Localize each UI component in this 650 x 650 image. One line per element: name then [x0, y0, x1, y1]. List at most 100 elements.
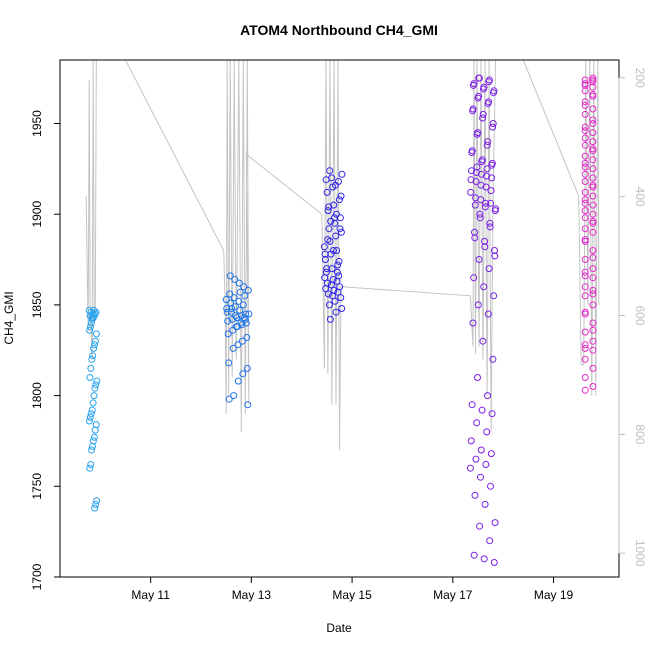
data-point: [91, 384, 99, 392]
data-point: [490, 559, 498, 566]
data-point: [243, 364, 251, 372]
data-point: [321, 256, 329, 263]
data-point: [329, 247, 337, 254]
data-point: [234, 377, 242, 385]
data-point: [324, 236, 332, 244]
right-axis: 200 400 600 800 1000: [618, 68, 647, 567]
data-point: [581, 152, 589, 160]
data-point: [482, 199, 490, 207]
data-point: [325, 301, 333, 309]
y-axis: 1700 1750 1800 1850 1900 1950: [30, 110, 60, 590]
data-point: [227, 299, 235, 307]
data-point: [321, 250, 329, 258]
data-point: [92, 421, 100, 429]
data-point: [229, 344, 237, 352]
data-point: [482, 172, 490, 180]
data-point: [476, 210, 484, 218]
data-point: [232, 312, 240, 320]
data-point: [589, 120, 597, 127]
x-axis-label: Date: [326, 621, 352, 635]
altitude-trace: [85, 59, 600, 451]
data-point: [227, 308, 235, 316]
data-point: [223, 308, 231, 316]
data-point: [93, 377, 101, 385]
y-tick-label: 1950: [30, 110, 44, 137]
data-point: [467, 188, 475, 196]
data-point: [467, 176, 475, 184]
data-point: [485, 78, 493, 86]
data-point: [86, 464, 94, 472]
right-tick-label: 600: [633, 306, 647, 326]
data-point: [92, 381, 100, 389]
data-point: [581, 236, 589, 244]
data-point: [232, 323, 240, 331]
data-point: [334, 288, 342, 296]
data-point: [337, 192, 345, 200]
data-point: [589, 383, 597, 390]
data-point: [324, 207, 332, 215]
data-point: [490, 292, 498, 300]
data-point: [581, 123, 589, 131]
data-point: [237, 319, 245, 327]
data-point: [589, 265, 597, 273]
data-point: [581, 159, 589, 167]
data-point: [492, 205, 500, 213]
data-point: [92, 330, 100, 338]
data-point: [469, 107, 477, 115]
data-point: [89, 352, 97, 360]
data-point: [589, 83, 597, 91]
data-point: [581, 308, 589, 316]
data-point: [488, 161, 496, 169]
data-point: [229, 326, 237, 334]
data-point: [328, 292, 336, 300]
data-point: [473, 419, 481, 427]
data-point: [589, 290, 597, 298]
data-point: [589, 105, 597, 113]
data-point: [242, 310, 250, 318]
data-point: [470, 551, 478, 559]
data-point: [85, 417, 93, 425]
data-point: [589, 346, 597, 354]
data-point: [474, 301, 482, 309]
data-point: [589, 210, 597, 218]
data-point: [326, 237, 334, 245]
data-point: [330, 214, 338, 222]
data-point: [230, 392, 238, 400]
data-point: [230, 294, 238, 302]
data-point: [87, 319, 95, 327]
data-point: [323, 265, 331, 273]
data-point: [338, 170, 346, 178]
data-point: [589, 286, 597, 294]
data-point: [581, 101, 589, 109]
data-point: [226, 290, 234, 298]
data-point: [321, 274, 329, 282]
data-point: [471, 201, 479, 209]
altitude-trace-line: [85, 59, 600, 451]
data-point: [92, 500, 100, 508]
data-point: [486, 223, 494, 231]
x-tick-label: May 17: [433, 588, 473, 602]
data-point: [581, 256, 589, 263]
data-point: [327, 281, 335, 289]
data-point: [468, 401, 476, 409]
data-point: [333, 277, 341, 285]
data-point: [473, 130, 481, 138]
data-point: [476, 522, 484, 530]
data-point: [226, 272, 234, 280]
data-point: [239, 370, 247, 378]
data-point: [332, 232, 340, 240]
data-point: [474, 374, 481, 381]
data-point: [240, 283, 248, 291]
data-point: [88, 406, 96, 414]
data-point: [223, 305, 231, 312]
data-point: [481, 500, 489, 508]
data-point: [581, 355, 589, 363]
data-point: [479, 110, 487, 118]
data-point: [581, 178, 589, 185]
data-point: [581, 127, 589, 135]
data-point: [483, 428, 491, 436]
data-point: [90, 344, 98, 352]
chart-title: ATOM4 Northbound CH4_GMI: [240, 22, 438, 38]
data-point: [87, 364, 95, 372]
